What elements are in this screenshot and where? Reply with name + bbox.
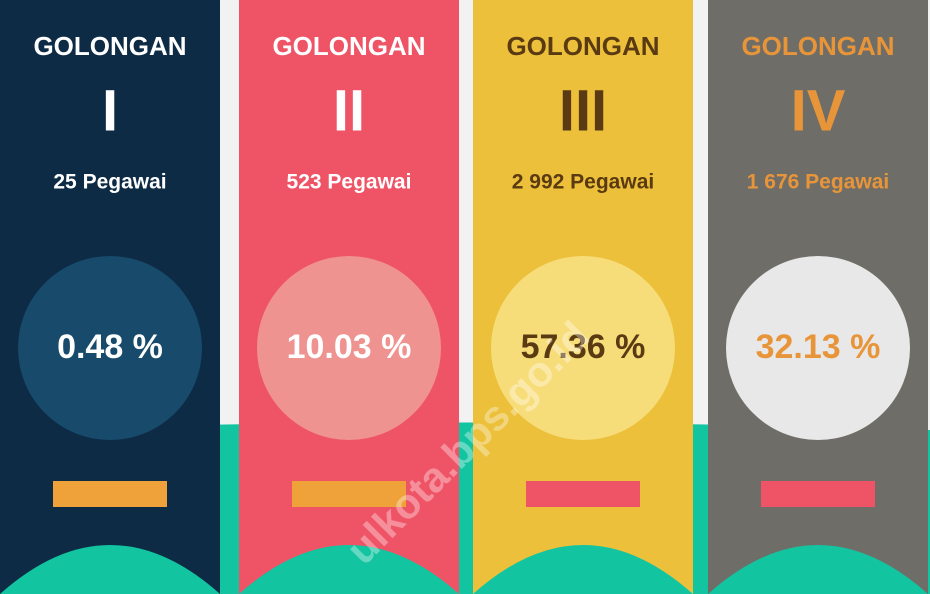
- card-numeral: II: [333, 78, 365, 143]
- card-title: GOLONGAN: [741, 31, 894, 61]
- card-percent: 32.13 %: [756, 328, 881, 366]
- card-numeral: IV: [791, 78, 846, 143]
- card-count: 25 Pegawai: [53, 171, 166, 194]
- card-bar: [526, 481, 640, 507]
- percent-circle: [18, 256, 202, 440]
- card-percent: 57.36 %: [521, 328, 646, 366]
- ground: [0, 422, 930, 594]
- card-count: 2 992 Pegawai: [512, 171, 654, 194]
- card-percent: 0.48 %: [57, 328, 163, 366]
- card-bar: [761, 481, 875, 507]
- card-percent: 10.03 %: [287, 328, 412, 366]
- percent-circle: [257, 256, 441, 440]
- percent-circle: [491, 256, 675, 440]
- card-count: 523 Pegawai: [287, 171, 412, 194]
- card-title: GOLONGAN: [272, 31, 425, 61]
- card-numeral: III: [559, 78, 607, 143]
- card-count: 1 676 Pegawai: [747, 171, 889, 194]
- percent-circle: [726, 256, 910, 440]
- card-numeral: I: [102, 78, 118, 143]
- card-title: GOLONGAN: [33, 31, 186, 61]
- card-bar: [292, 481, 406, 507]
- card-title: GOLONGAN: [506, 31, 659, 61]
- card-bar: [53, 481, 167, 507]
